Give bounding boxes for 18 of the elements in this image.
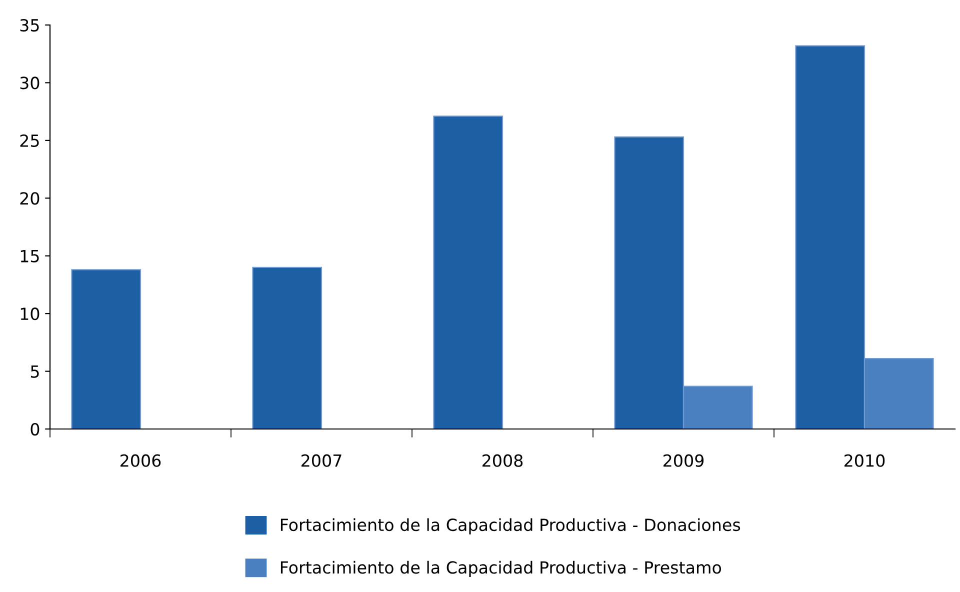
bar bbox=[252, 266, 322, 429]
y-tick-label: 5 bbox=[30, 365, 39, 378]
y-tick-label: 20 bbox=[20, 192, 40, 205]
x-tick-label: 2008 bbox=[482, 454, 523, 467]
y-tick-label: 25 bbox=[20, 134, 39, 147]
x-tick-label: 2009 bbox=[664, 454, 704, 467]
bar bbox=[433, 116, 504, 429]
x-tick-label: 2007 bbox=[302, 454, 342, 467]
bar bbox=[71, 269, 142, 429]
y-tick-label: 35 bbox=[20, 18, 39, 32]
x-tick-label: 2010 bbox=[844, 454, 885, 467]
x-tick-label: 2006 bbox=[120, 454, 161, 467]
y-tick-label: 10 bbox=[20, 308, 40, 320]
y-tick-label: 30 bbox=[20, 76, 40, 90]
y-tick-label: 0 bbox=[30, 422, 40, 436]
legend-label: Fortacimiento de la Capacidad Productiva - Donaciones bbox=[280, 518, 740, 534]
y-tick-label: 15 bbox=[20, 250, 39, 262]
legend-label: Fortacimiento de la Capacidad Productiva - Prestamo bbox=[280, 560, 722, 577]
